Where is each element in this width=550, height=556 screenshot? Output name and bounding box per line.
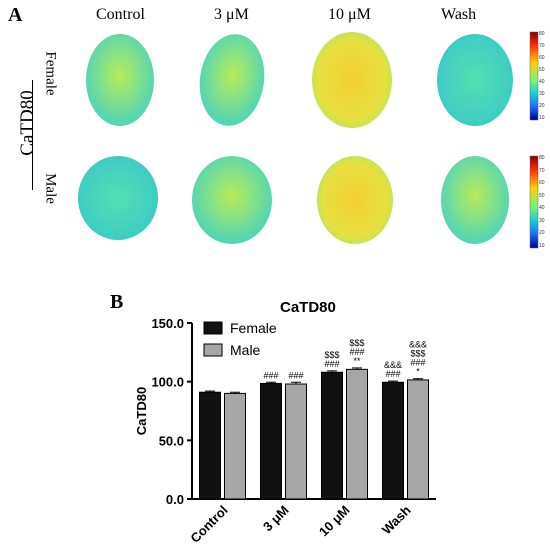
colorbar-top-tick-80: 80 (539, 31, 545, 37)
y-tick-label: 150.0 (151, 316, 184, 331)
legend-label-male: Male (230, 342, 261, 358)
cell-female-3um (199, 34, 265, 126)
cell-shape (192, 156, 272, 244)
bar-male-1 (285, 383, 307, 500)
cell-shape (441, 156, 509, 244)
cell-shape (437, 34, 513, 126)
x-tick-label: Control (187, 503, 230, 546)
bar-female-3 (382, 381, 404, 500)
chart-title: CaTD80 (280, 299, 336, 316)
significance-annotation: &&& (409, 340, 427, 350)
cell-female-10um (312, 32, 392, 128)
colorbar-top-tick-60: 60 (539, 55, 545, 61)
colorbar-bottom-tick-30: 30 (539, 217, 545, 224)
significance-annotation: * (416, 367, 420, 377)
cell-shape (317, 156, 393, 244)
significance-annotation: &&& (384, 360, 402, 370)
cell-shape (312, 32, 392, 128)
col-label-control: Control (96, 6, 145, 23)
significance-annotation: $$$ (349, 338, 364, 348)
legend-swatch-female (203, 321, 223, 335)
colorbar-bottom-tick-40: 40 (539, 205, 545, 212)
colorbar-top-tick-20: 20 (539, 103, 545, 109)
significance-annotation: $$$ (410, 349, 425, 359)
significance-annotation: ### (410, 358, 425, 368)
bar-male-2 (346, 368, 368, 500)
bar-female-0 (199, 391, 221, 500)
colorbar-bottom-tick-50: 50 (539, 192, 545, 199)
cell-shape (86, 34, 154, 126)
x-tick-label: Wash (379, 502, 414, 537)
bar-female-2 (321, 371, 343, 500)
group-divider (32, 80, 33, 190)
colorbar-bottom-tick-70: 70 (539, 167, 545, 174)
col-label-10um: 10 μM (328, 6, 371, 23)
cell-male-wash (441, 156, 509, 244)
y-tick-label: 0.0 (166, 492, 184, 507)
colorbar-top-tick-30: 30 (539, 91, 545, 97)
panel-a-letter: A (8, 4, 23, 26)
significance-annotation: ** (353, 356, 361, 366)
colorbar-bottom (529, 155, 539, 249)
colorbar-top-tick-10: 10 (539, 115, 545, 121)
panel-b-letter: B (110, 291, 124, 313)
significance-annotation: ### (263, 370, 278, 380)
cell-male-3um (192, 156, 272, 244)
cell-shape (199, 34, 265, 126)
significance-annotation: ### (288, 370, 303, 380)
y-axis-label: CaTD80 (134, 387, 149, 435)
legend-swatch-male (203, 343, 223, 357)
x-tick-label: 10 μM (316, 503, 353, 540)
heatmap-grid (78, 31, 539, 249)
cell-female-control (86, 34, 154, 126)
y-tick-label: 50.0 (159, 433, 184, 448)
colorbar-bottom-tick-60: 60 (539, 180, 545, 187)
y-tick-label: 100.0 (151, 375, 184, 390)
significance-annotation: ### (385, 369, 400, 379)
colorbar-top (529, 31, 539, 121)
cell-male-10um (317, 156, 393, 244)
colorbar-bottom-tick-80: 80 (539, 155, 545, 161)
cell-female-wash (437, 34, 513, 126)
col-label-wash: Wash (441, 6, 477, 23)
significance-annotation: $$$ (324, 350, 339, 360)
colorbar-top-tick-40: 40 (539, 79, 545, 85)
colorbar-top-tick-50: 50 (539, 67, 545, 73)
cell-shape (78, 156, 158, 240)
col-label-3um: 3 μM (214, 6, 249, 23)
colorbar-bottom-tick-10: 10 (539, 243, 545, 249)
cell-male-control (78, 156, 158, 240)
significance-annotation: ### (324, 359, 339, 369)
bar-female-1 (260, 382, 282, 500)
colorbar-top-tick-70: 70 (539, 43, 545, 49)
colorbar-bottom-tick-20: 20 (539, 230, 545, 237)
significance-annotation: ### (349, 347, 364, 357)
bar-male-0 (224, 392, 246, 500)
legend-label-female: Female (230, 320, 277, 336)
bar-male-3 (407, 379, 429, 500)
x-tick-label: 3 μM (260, 503, 292, 535)
